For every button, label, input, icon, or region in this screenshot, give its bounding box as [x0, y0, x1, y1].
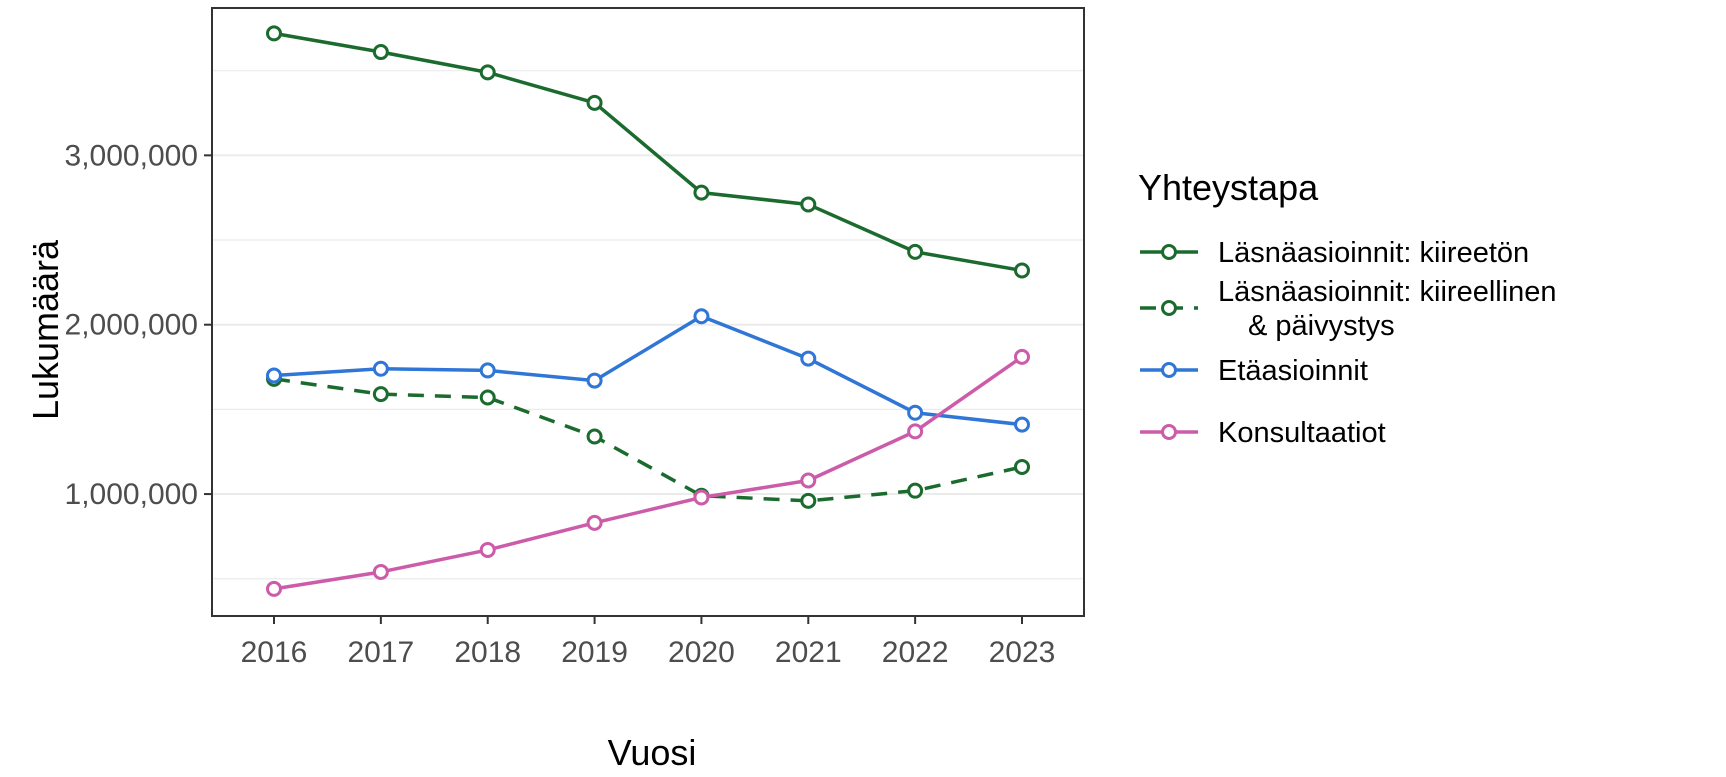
data-point [586, 372, 603, 389]
data-point [907, 404, 924, 421]
x-tick-label: 2020 [668, 636, 735, 669]
data-point [1014, 458, 1030, 475]
data-point [907, 423, 924, 440]
y-tick-label: 1,000,000 [65, 478, 198, 511]
legend-title: Yhteystapa [1138, 167, 1319, 208]
series-3 [266, 308, 1030, 433]
series-4 [266, 348, 1030, 597]
data-point [372, 44, 389, 61]
series-lines [266, 25, 1030, 597]
data-point [800, 472, 817, 489]
data-point [586, 428, 603, 445]
legend-key-point [1161, 362, 1177, 378]
data-point [693, 184, 710, 201]
x-tick-label: 2018 [454, 636, 521, 669]
x-tick-label: 2016 [241, 636, 308, 669]
data-point [693, 489, 710, 506]
x-tick-label: 2019 [561, 636, 628, 669]
legend-item: Läsnäasioinnit: kiireetön [1140, 237, 1529, 269]
data-point [1014, 348, 1030, 365]
legend: Yhteystapa Läsnäasioinnit: kiireetönLäsn… [1138, 167, 1557, 449]
legend-items: Läsnäasioinnit: kiireetön Läsnäasioinnit:… [1140, 237, 1557, 449]
series-1 [266, 25, 1030, 279]
data-point [372, 563, 389, 580]
data-point [266, 25, 282, 42]
x-tick-label: 2023 [989, 636, 1056, 669]
data-point [800, 492, 817, 509]
data-point [1014, 416, 1030, 433]
data-point [800, 196, 817, 213]
data-point [266, 580, 282, 597]
x-tick-label: 2022 [882, 636, 949, 669]
series-line [273, 314, 1023, 427]
data-point [479, 362, 496, 379]
x-axis-title: Vuosi [608, 732, 697, 773]
y-tick-label: 2,000,000 [65, 309, 198, 342]
x-axis: 2016 2017 2018 2019 2020 2021 2022 2023 [241, 616, 1056, 669]
data-point [266, 367, 282, 384]
data-point [800, 350, 817, 367]
x-tick-label: 2021 [775, 636, 842, 669]
data-point [479, 64, 496, 81]
y-tick-label: 3,000,000 [65, 139, 198, 172]
legend-label: Läsnäasioinnit: kiireellinen [1218, 276, 1557, 308]
data-point [372, 386, 389, 403]
data-point [907, 243, 924, 260]
legend-label: Etäasioinnit [1218, 355, 1368, 387]
data-point [1014, 262, 1030, 279]
data-point [907, 482, 924, 499]
panel-background [212, 8, 1084, 616]
x-tick-label: 2017 [347, 636, 414, 669]
legend-item: Konsultaatiot [1140, 417, 1386, 449]
legend-item: Läsnäasioinnit: kiireellinen& päivystys [1140, 276, 1557, 342]
legend-label: Läsnäasioinnit: kiireetön [1218, 237, 1529, 269]
legend-key-point [1161, 300, 1177, 316]
legend-label: Konsultaatiot [1218, 417, 1386, 449]
data-point [693, 308, 710, 325]
legend-key-point [1161, 424, 1177, 440]
data-point [586, 514, 603, 531]
data-point [586, 94, 603, 111]
gridlines [212, 70, 1084, 580]
legend-label: & päivystys [1248, 310, 1395, 342]
legend-key-point [1161, 244, 1177, 260]
plot-panel [211, 7, 1085, 617]
series-line [273, 355, 1024, 591]
data-point [372, 360, 389, 377]
y-axis: 1,000,000 2,000,000 3,000,000 [65, 139, 212, 511]
data-point [479, 541, 496, 558]
series-line [273, 31, 1023, 273]
panel-border [211, 7, 1085, 617]
series-line [273, 377, 1023, 503]
data-point [479, 389, 496, 406]
y-axis-title: Lukumäärä [25, 239, 66, 420]
legend-item: Etäasioinnit [1140, 355, 1368, 387]
